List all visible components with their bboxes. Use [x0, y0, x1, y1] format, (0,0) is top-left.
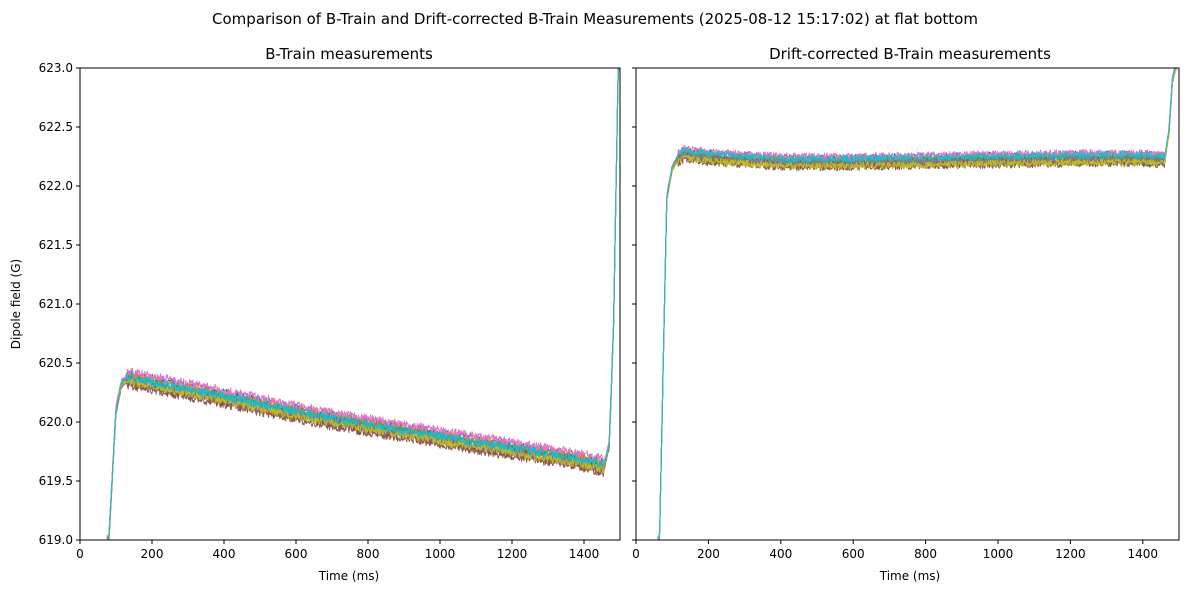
panel-drift-corrected: Drift-corrected B-Train measurements 0 20… — [632, 45, 1180, 583]
panel-drift-corrected-series-line-5 — [658, 68, 1177, 540]
panel-btrain-series-line-1 — [106, 68, 619, 539]
panel-drift-corrected-x-tick-label: 800 — [914, 547, 937, 561]
panel-drift-corrected-x-tick-label: 0 — [632, 547, 640, 561]
panel-drift-corrected-x-tick-label: 600 — [842, 547, 865, 561]
panel-btrain-frame — [79, 67, 621, 541]
panel-drift-corrected-xlabel: Time (ms) — [879, 569, 941, 583]
panel-btrain-xlabel: Time (ms) — [318, 569, 380, 583]
panel-btrain-series-line-9 — [107, 68, 620, 540]
panel-drift-corrected-series-line-2 — [657, 68, 1176, 540]
figure-suptitle: Comparison of B-Train and Drift-correcte… — [212, 10, 978, 28]
panel-drift-corrected-series — [657, 68, 1177, 540]
panel-btrain-series-line-6 — [108, 69, 620, 540]
panel-btrain-x-tick-label: 600 — [285, 547, 308, 561]
panel-btrain-y-tick-label: 621.5 — [39, 238, 73, 252]
panel-btrain-y-tick-label: 620.0 — [39, 415, 73, 429]
panel-btrain-y-tick-label: 619.0 — [39, 533, 73, 547]
panel-btrain-series-line-2 — [106, 68, 619, 540]
panel-btrain-x-tick-label: 400 — [213, 547, 236, 561]
panel-drift-corrected-series-line-1 — [657, 68, 1176, 540]
panel-btrain-y-tick-label: 621.0 — [39, 297, 73, 311]
panel-btrain-y-tick-label: 622.0 — [39, 179, 73, 193]
panel-drift-corrected-series-line-6 — [658, 68, 1177, 540]
panel-btrain-ticks: 0 200 400 600 800 1000 1200 1400 619.0 619.5 620.0… — [39, 61, 600, 561]
panel-drift-corrected-series-line-8 — [657, 68, 1177, 540]
panel-btrain-x-tick-label: 1000 — [425, 547, 456, 561]
panel-btrain-y-tick-label: 620.5 — [39, 356, 73, 370]
panel-drift-corrected-x-tick-label: 1400 — [1128, 547, 1159, 561]
panel-drift-corrected-x-tick-label: 1200 — [1055, 547, 1086, 561]
panel-btrain-x-tick-label: 800 — [357, 547, 380, 561]
panel-drift-corrected-x-tick-label: 1000 — [983, 547, 1014, 561]
panel-btrain-y-tick-label: 623.0 — [39, 61, 73, 75]
panel-drift-corrected-title: Drift-corrected B-Train measurements — [769, 45, 1051, 63]
panel-btrain-x-tick-label: 1400 — [569, 547, 600, 561]
panel-drift-corrected-series-line-4 — [657, 68, 1177, 540]
panel-drift-corrected-frame — [635, 67, 1180, 541]
panel-btrain-x-tick-label: 200 — [141, 547, 164, 561]
panel-btrain-ylabel: Dipole field (G) — [9, 259, 23, 349]
panel-btrain-y-tick-label: 622.5 — [39, 120, 73, 134]
panel-btrain-title: B-Train measurements — [265, 45, 433, 63]
panel-drift-corrected-series-line-7 — [657, 68, 1176, 538]
panel-btrain-y-tick-label: 619.5 — [39, 474, 73, 488]
panel-drift-corrected-x-tick-label: 200 — [697, 547, 720, 561]
panel-btrain-series-line-8 — [106, 68, 620, 540]
panel-btrain-series-line-3 — [106, 68, 620, 540]
panel-drift-corrected-x-tick-label: 400 — [769, 547, 792, 561]
panel-btrain-x-tick-label: 1200 — [497, 547, 528, 561]
panel-btrain: B-Train measurements 0 200 400 600 800 1000 12… — [9, 45, 621, 583]
panel-btrain-series-line-7 — [106, 68, 619, 538]
panel-btrain-series — [106, 68, 620, 540]
panel-btrain-series-line-5 — [108, 68, 620, 540]
panel-drift-corrected-series-line-10 — [657, 68, 1176, 540]
panel-drift-corrected-ticks: 0 200 400 600 800 1000 1200 1400 — [632, 67, 1159, 561]
panel-btrain-x-tick-label: 0 — [76, 547, 84, 561]
panel-btrain-series-line-10 — [106, 68, 619, 540]
panel-drift-corrected-series-line-3 — [657, 68, 1176, 540]
panel-drift-corrected-series-line-9 — [658, 68, 1177, 540]
panel-btrain-series-line-4 — [106, 68, 620, 540]
